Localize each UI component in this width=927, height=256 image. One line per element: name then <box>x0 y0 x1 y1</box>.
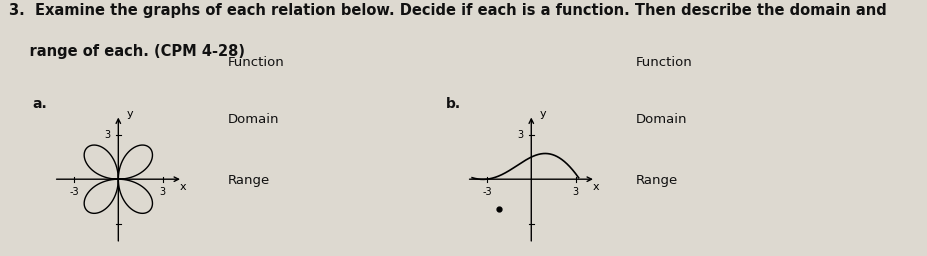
Text: 3: 3 <box>516 130 523 140</box>
Text: -3: -3 <box>69 187 79 197</box>
Text: y: y <box>539 109 545 119</box>
Text: Domain: Domain <box>227 113 278 126</box>
Text: range of each. (CPM 4-28): range of each. (CPM 4-28) <box>9 44 245 59</box>
Text: -3: -3 <box>481 187 491 197</box>
Text: b.: b. <box>445 97 460 111</box>
Text: 3: 3 <box>159 187 166 197</box>
Text: 3.  Examine the graphs of each relation below. Decide if each is a function. The: 3. Examine the graphs of each relation b… <box>9 3 886 18</box>
Text: Range: Range <box>227 174 270 187</box>
Text: Function: Function <box>227 56 284 69</box>
Text: y: y <box>126 109 133 119</box>
Text: 3: 3 <box>572 187 578 197</box>
Text: a.: a. <box>32 97 47 111</box>
Text: x: x <box>591 182 599 192</box>
Text: Domain: Domain <box>635 113 686 126</box>
Text: 3: 3 <box>104 130 110 140</box>
Text: x: x <box>179 182 186 192</box>
Text: Function: Function <box>635 56 692 69</box>
Text: Range: Range <box>635 174 678 187</box>
